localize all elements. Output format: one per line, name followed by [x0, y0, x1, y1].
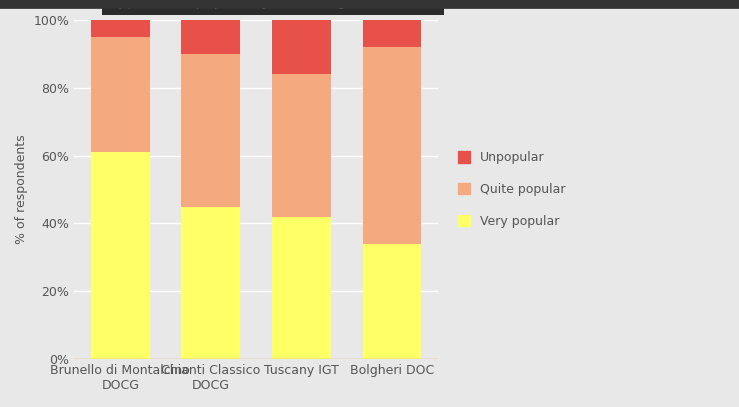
Bar — [181, 54, 240, 206]
Bar — [363, 244, 421, 359]
Y-axis label: % of respondents: % of respondents — [15, 135, 28, 244]
Bar — [272, 217, 331, 359]
Bar — [363, 20, 421, 47]
Bar — [272, 20, 331, 74]
Legend: Unpopular, Quite popular, Very popular: Unpopular, Quite popular, Very popular — [452, 145, 572, 234]
Bar — [181, 20, 240, 54]
Bar — [91, 152, 150, 359]
Bar — [272, 74, 331, 217]
Text: Appellation popularity according to the trade: Appellation popularity according to the … — [108, 0, 438, 9]
Bar — [91, 37, 150, 152]
Bar — [181, 206, 240, 359]
Bar — [363, 47, 421, 244]
Bar — [91, 20, 150, 37]
